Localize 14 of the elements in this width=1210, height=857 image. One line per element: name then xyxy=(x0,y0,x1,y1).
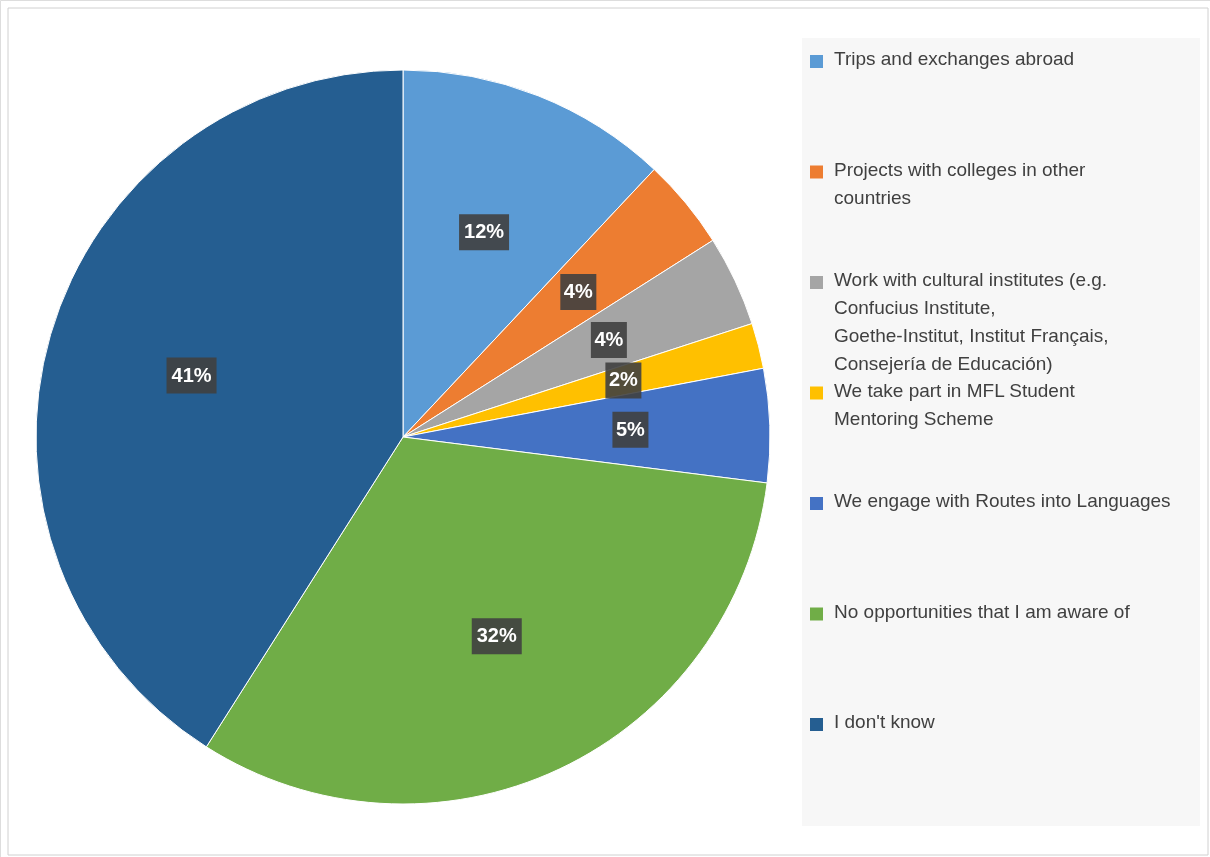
legend-label: No opportunities that I am aware of xyxy=(834,600,1131,622)
data-label: 2% xyxy=(608,368,639,391)
legend-label: Work with cultural institutes (e.g. Confucius Institute, Goethe-Institut, Institut Français, Consejería de Educación) xyxy=(834,269,1109,374)
data-label: 12% xyxy=(464,220,505,243)
data-label: 4% xyxy=(594,328,624,351)
data-label: 41% xyxy=(171,363,212,386)
legend-label: We take part in MFL Student Mentoring Scheme xyxy=(834,379,1076,429)
legend-label: Trips and exchanges abroad xyxy=(834,48,1075,69)
data-label: 32% xyxy=(476,624,517,647)
data-label: 5% xyxy=(615,417,646,440)
data-label: 4% xyxy=(563,279,593,302)
legend-label: I don't know xyxy=(834,711,936,732)
legend-label: We engage with Routes into Languages xyxy=(834,490,1171,511)
legend-label: Projects with colleges in other countries xyxy=(834,158,1087,208)
